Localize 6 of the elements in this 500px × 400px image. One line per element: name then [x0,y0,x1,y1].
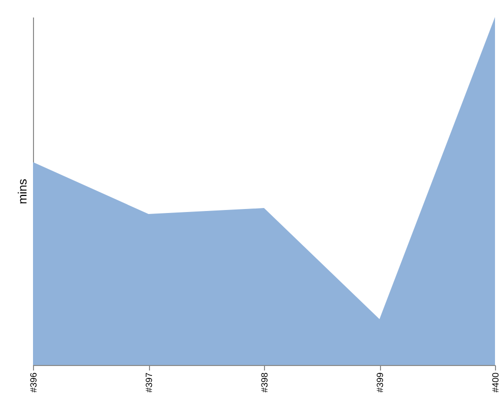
x-tick-label: #397 [144,372,154,393]
x-tick-label: #399 [375,372,385,393]
x-tick-label: #400 [490,372,500,393]
y-axis-title: mins [16,178,30,204]
x-tick-label: #396 [28,372,38,393]
x-tick-label: #398 [260,372,270,393]
